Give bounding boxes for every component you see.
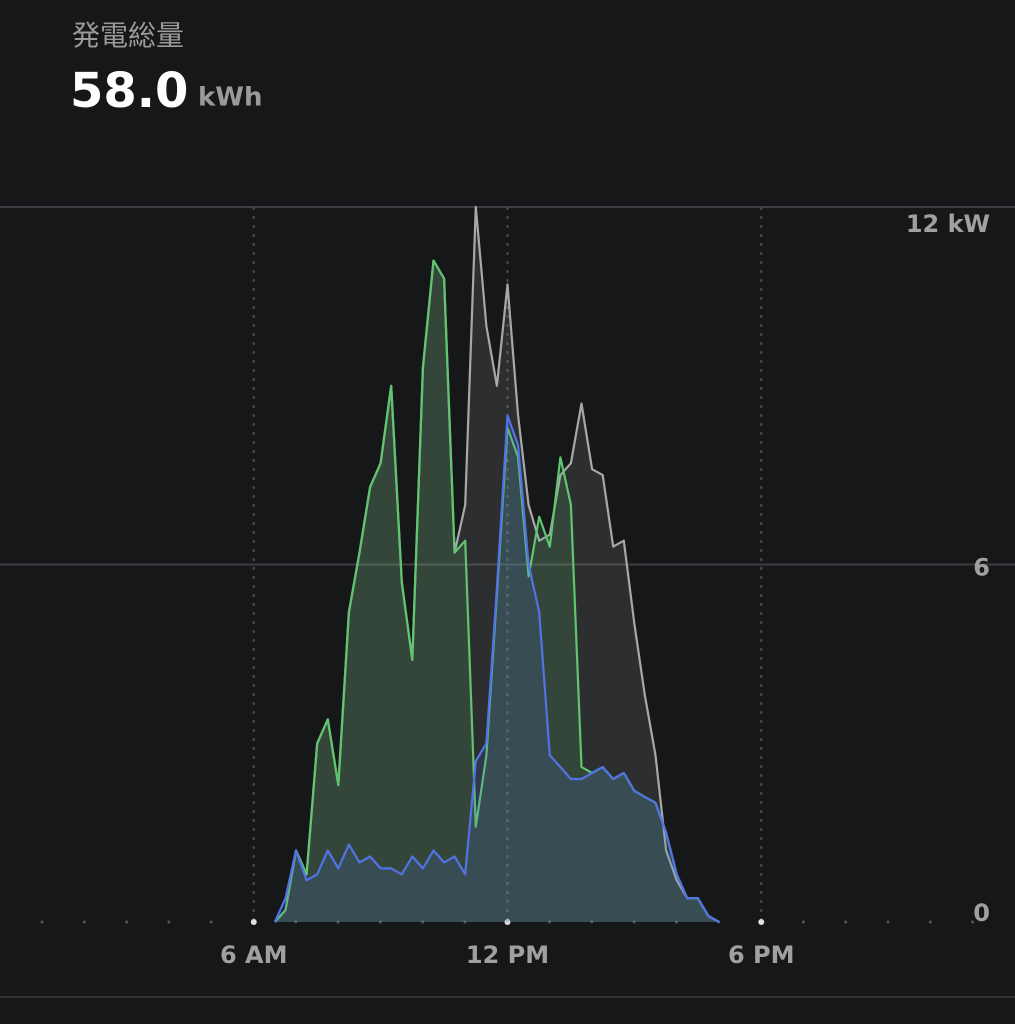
tick-dot bbox=[504, 919, 511, 925]
y-tick-label: 12 kW bbox=[906, 210, 990, 238]
y-tick-label: 0 bbox=[973, 899, 990, 927]
x-tick-label: 12 PM bbox=[466, 941, 549, 969]
area bbox=[274, 415, 719, 922]
tick-dot bbox=[250, 919, 257, 925]
total-unit: kWh bbox=[198, 83, 262, 113]
chart-title: 発電総量 bbox=[72, 19, 184, 52]
y-tick-label: 6 bbox=[973, 554, 990, 582]
area bbox=[274, 207, 719, 922]
tick-dot bbox=[758, 919, 765, 925]
x-tick-label: 6 PM bbox=[728, 941, 795, 969]
x-tick-label: 6 AM bbox=[220, 941, 288, 969]
line bbox=[273, 414, 720, 923]
total-value: 58.0 bbox=[70, 63, 188, 119]
